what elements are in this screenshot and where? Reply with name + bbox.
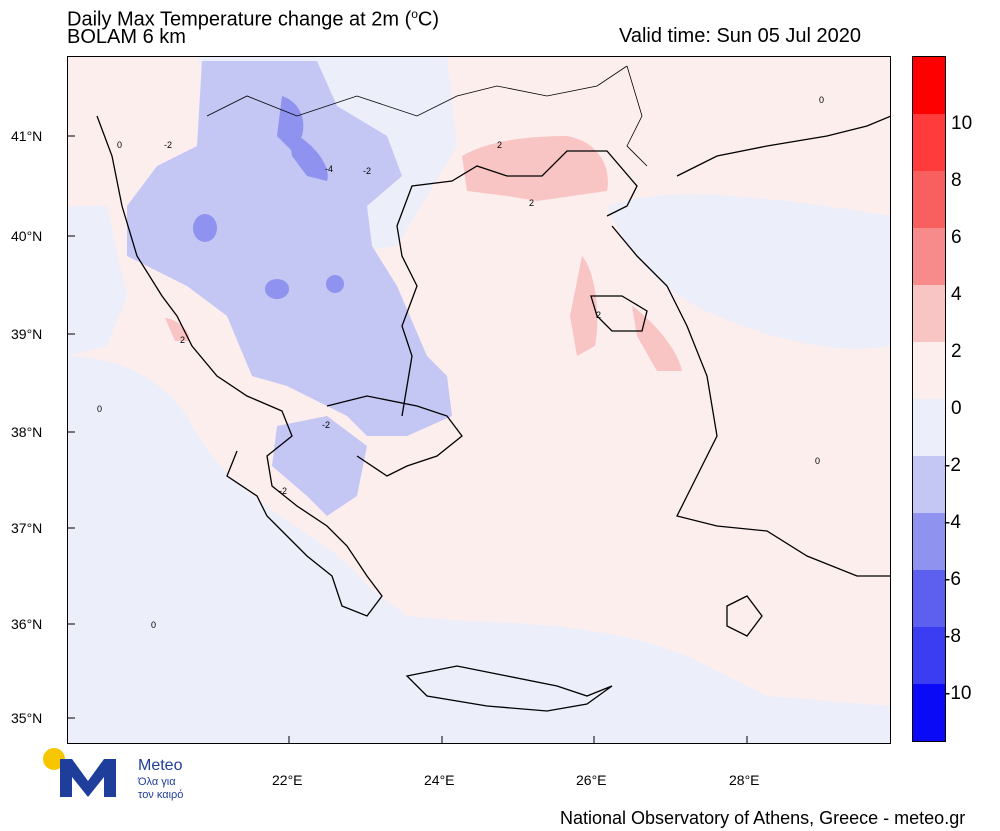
colorbar-label: -10 [944,683,972,704]
colorbar-label: -6 [944,569,961,590]
contour-label: 0 [151,620,156,630]
logo-tagline-2: τον καιρό [138,789,184,801]
colorbar-swatch [913,114,945,171]
colorbar-label: 4 [951,284,962,305]
northeast-aegean-cool-zone [607,194,891,349]
colorbar-swatch [913,684,945,741]
lesvos-warming-plus2-a [570,256,598,356]
contour-label: -2 [279,486,287,496]
footer-credit: National Observatory of Athens, Greece -… [560,808,966,828]
meteo-logo: Meteo Όλα για τον καιρό [40,745,200,803]
contour-label: -2 [164,140,172,150]
border-outline [206,65,648,167]
corfu-warming-plus2 [165,318,190,341]
colorbar-label: 0 [951,398,962,419]
model-subtitle: BOLAM 6 km [67,26,186,48]
colorbar-swatch [913,171,945,228]
contour-label: 0 [117,140,122,150]
lon-label-24: 24°E [424,772,455,788]
contour-label: 2 [596,310,601,320]
lat-label-38: 38°N [11,424,43,440]
lat-label-35: 35°N [11,710,43,726]
lon-label-28: 28°E [729,772,760,788]
lat-label-37: 37°N [11,520,43,536]
map-frame [67,56,891,744]
colorbar-swatch [913,399,945,456]
colorbar-label: 6 [951,227,962,248]
contour-label: -2 [322,420,330,430]
colorbar-swatch [913,570,945,627]
lon-label-26: 26°E [576,772,607,788]
coastline-outline [96,115,891,712]
contour-label: -2 [363,166,371,176]
mainland-cooling-minus2 [127,61,452,436]
colorbar-swatch [913,285,945,342]
map-title: Daily Max Temperature change at 2m (oC) [67,7,440,31]
colorbar-label: 10 [951,113,973,134]
colorbar [912,56,946,742]
peloponnese-cooling-minus2 [272,416,367,516]
lat-label-39: 39°N [11,326,43,342]
colorbar-swatch [913,456,945,513]
valid-time: Valid time: Sun 05 Jul 2020 [619,25,862,47]
colorbar-label: 2 [951,341,962,362]
colorbar-swatch [913,57,945,114]
colorbar-label: -8 [944,626,961,647]
contour-label: 2 [497,140,502,150]
meteo-logo-mark [43,748,116,797]
contour-label: 0 [815,456,820,466]
colorbar-label: -4 [944,512,961,533]
contour-label: 2 [529,198,534,208]
contour-label: 2 [180,335,185,345]
colorbar-swatch [913,513,945,570]
colorbar-label: -2 [944,455,961,476]
logo-name: Meteo [138,757,183,774]
contour-label: 0 [97,404,102,414]
ionian-cool-zone [67,206,127,356]
contour-label: -4 [325,164,333,174]
cooling-minus4-e [326,275,344,293]
colorbar-swatch [913,342,945,399]
colorbar-swatch [913,627,945,684]
cooling-minus4-c [193,214,217,242]
southwest-sea-cool-zone [67,356,891,744]
cooling-minus4-b [289,131,328,181]
colorbar-swatch [913,228,945,285]
cooling-minus4-d [265,279,289,299]
lat-label-36: 36°N [11,616,43,632]
thrace-warming-plus2 [462,136,608,201]
contour-label: 0 [819,95,824,105]
lon-label-22: 22°E [272,772,303,788]
lat-label-40: 40°N [11,228,43,244]
logo-tagline-1: Όλα για [138,776,176,788]
lat-label-41: 41°N [11,128,43,144]
temperature-change-map: -2 -4 -2 -2 -2 2 2 2 2 0 0 0 0 0 [67,56,891,744]
colorbar-label: 8 [951,170,962,191]
